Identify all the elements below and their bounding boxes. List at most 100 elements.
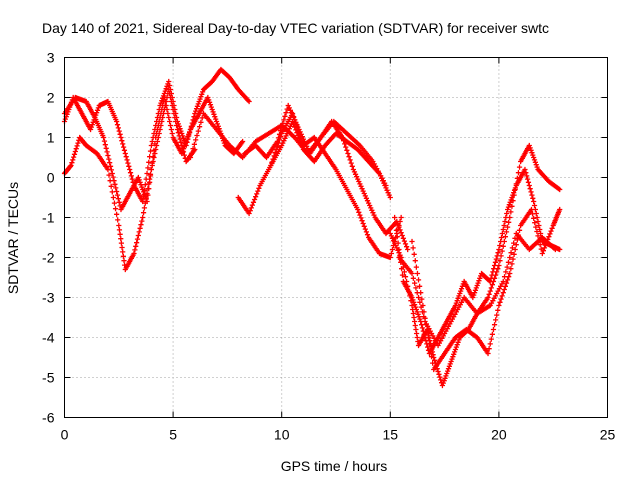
data-point xyxy=(173,114,180,121)
data-point xyxy=(293,127,299,133)
data-point xyxy=(114,118,120,125)
data-point xyxy=(279,124,285,130)
data-point xyxy=(487,288,493,294)
data-point xyxy=(116,222,122,229)
data-point xyxy=(140,189,147,195)
data-point xyxy=(148,166,154,173)
data-point xyxy=(187,129,193,135)
data-point xyxy=(282,113,288,119)
data-point xyxy=(193,137,199,143)
data-point xyxy=(507,199,513,205)
data-point xyxy=(493,317,499,323)
data-point xyxy=(68,162,74,169)
data-point xyxy=(117,131,123,137)
data-point xyxy=(438,377,444,383)
data-point xyxy=(153,130,160,137)
data-point xyxy=(186,131,192,137)
data-point xyxy=(528,147,534,153)
data-point xyxy=(133,243,139,249)
data-point xyxy=(516,164,523,170)
data-point xyxy=(138,222,144,228)
data-point xyxy=(540,248,547,254)
data-point xyxy=(441,378,447,384)
data-point xyxy=(206,99,213,105)
data-point xyxy=(426,341,432,347)
data-point xyxy=(410,297,416,303)
data-point xyxy=(535,218,541,225)
data-point xyxy=(153,134,159,141)
data-point xyxy=(396,246,402,253)
y-tick-label: 0 xyxy=(47,170,55,186)
data-point xyxy=(410,310,416,317)
data-point xyxy=(178,139,184,145)
data-point xyxy=(177,126,183,132)
data-point xyxy=(118,134,124,141)
data-point xyxy=(106,156,112,162)
data-point xyxy=(118,240,125,246)
data-point xyxy=(471,292,477,298)
data-point xyxy=(506,274,512,280)
data-point xyxy=(490,269,496,275)
data-point xyxy=(547,231,553,237)
data-point xyxy=(511,187,518,193)
data-point xyxy=(255,188,261,194)
data-point xyxy=(448,358,454,365)
data-point xyxy=(361,223,367,229)
data-point xyxy=(425,334,431,341)
data-point xyxy=(120,141,126,147)
data-point xyxy=(513,242,519,248)
data-point xyxy=(154,126,161,133)
data-point xyxy=(246,98,252,105)
data-point xyxy=(507,254,513,261)
data-point xyxy=(190,146,196,152)
data-point xyxy=(210,109,216,115)
data-point xyxy=(196,98,202,105)
data-point xyxy=(450,354,456,360)
y-tick-label: -6 xyxy=(42,410,55,426)
data-point xyxy=(515,170,522,176)
data-point xyxy=(348,160,354,166)
data-point xyxy=(557,246,563,253)
data-point xyxy=(471,290,478,296)
data-point xyxy=(419,325,426,331)
data-point xyxy=(507,270,513,277)
data-point xyxy=(488,336,494,342)
data-point xyxy=(456,293,462,299)
data-point xyxy=(472,287,479,293)
data-point xyxy=(166,114,172,121)
data-point xyxy=(557,186,563,193)
data-point xyxy=(174,118,181,125)
series-track-7 xyxy=(268,118,393,201)
data-point xyxy=(486,346,492,352)
data-point xyxy=(487,278,493,285)
data-point xyxy=(143,196,149,202)
data-point xyxy=(422,315,428,321)
y-tick-label: -3 xyxy=(42,290,55,306)
data-point xyxy=(274,138,280,145)
data-point xyxy=(454,342,460,348)
data-point xyxy=(116,199,122,205)
data-point xyxy=(94,110,100,116)
data-point xyxy=(148,142,154,149)
data-point xyxy=(207,102,214,108)
data-point xyxy=(115,217,121,223)
data-point xyxy=(114,192,121,198)
data-point xyxy=(489,331,495,337)
data-point xyxy=(514,237,520,243)
series-track-5 xyxy=(235,110,404,261)
data-point xyxy=(409,270,415,277)
data-point xyxy=(544,239,550,245)
x-tick-label: 0 xyxy=(61,427,69,443)
data-point xyxy=(535,233,541,239)
data-point xyxy=(506,219,512,225)
data-point xyxy=(395,240,401,246)
series-track-3 xyxy=(61,94,246,213)
data-point xyxy=(536,237,542,243)
data-point xyxy=(394,234,400,240)
data-point xyxy=(127,170,134,176)
data-point xyxy=(197,96,203,102)
data-point xyxy=(531,157,538,163)
data-point xyxy=(496,246,502,253)
data-point xyxy=(144,198,150,205)
data-point xyxy=(215,123,221,129)
